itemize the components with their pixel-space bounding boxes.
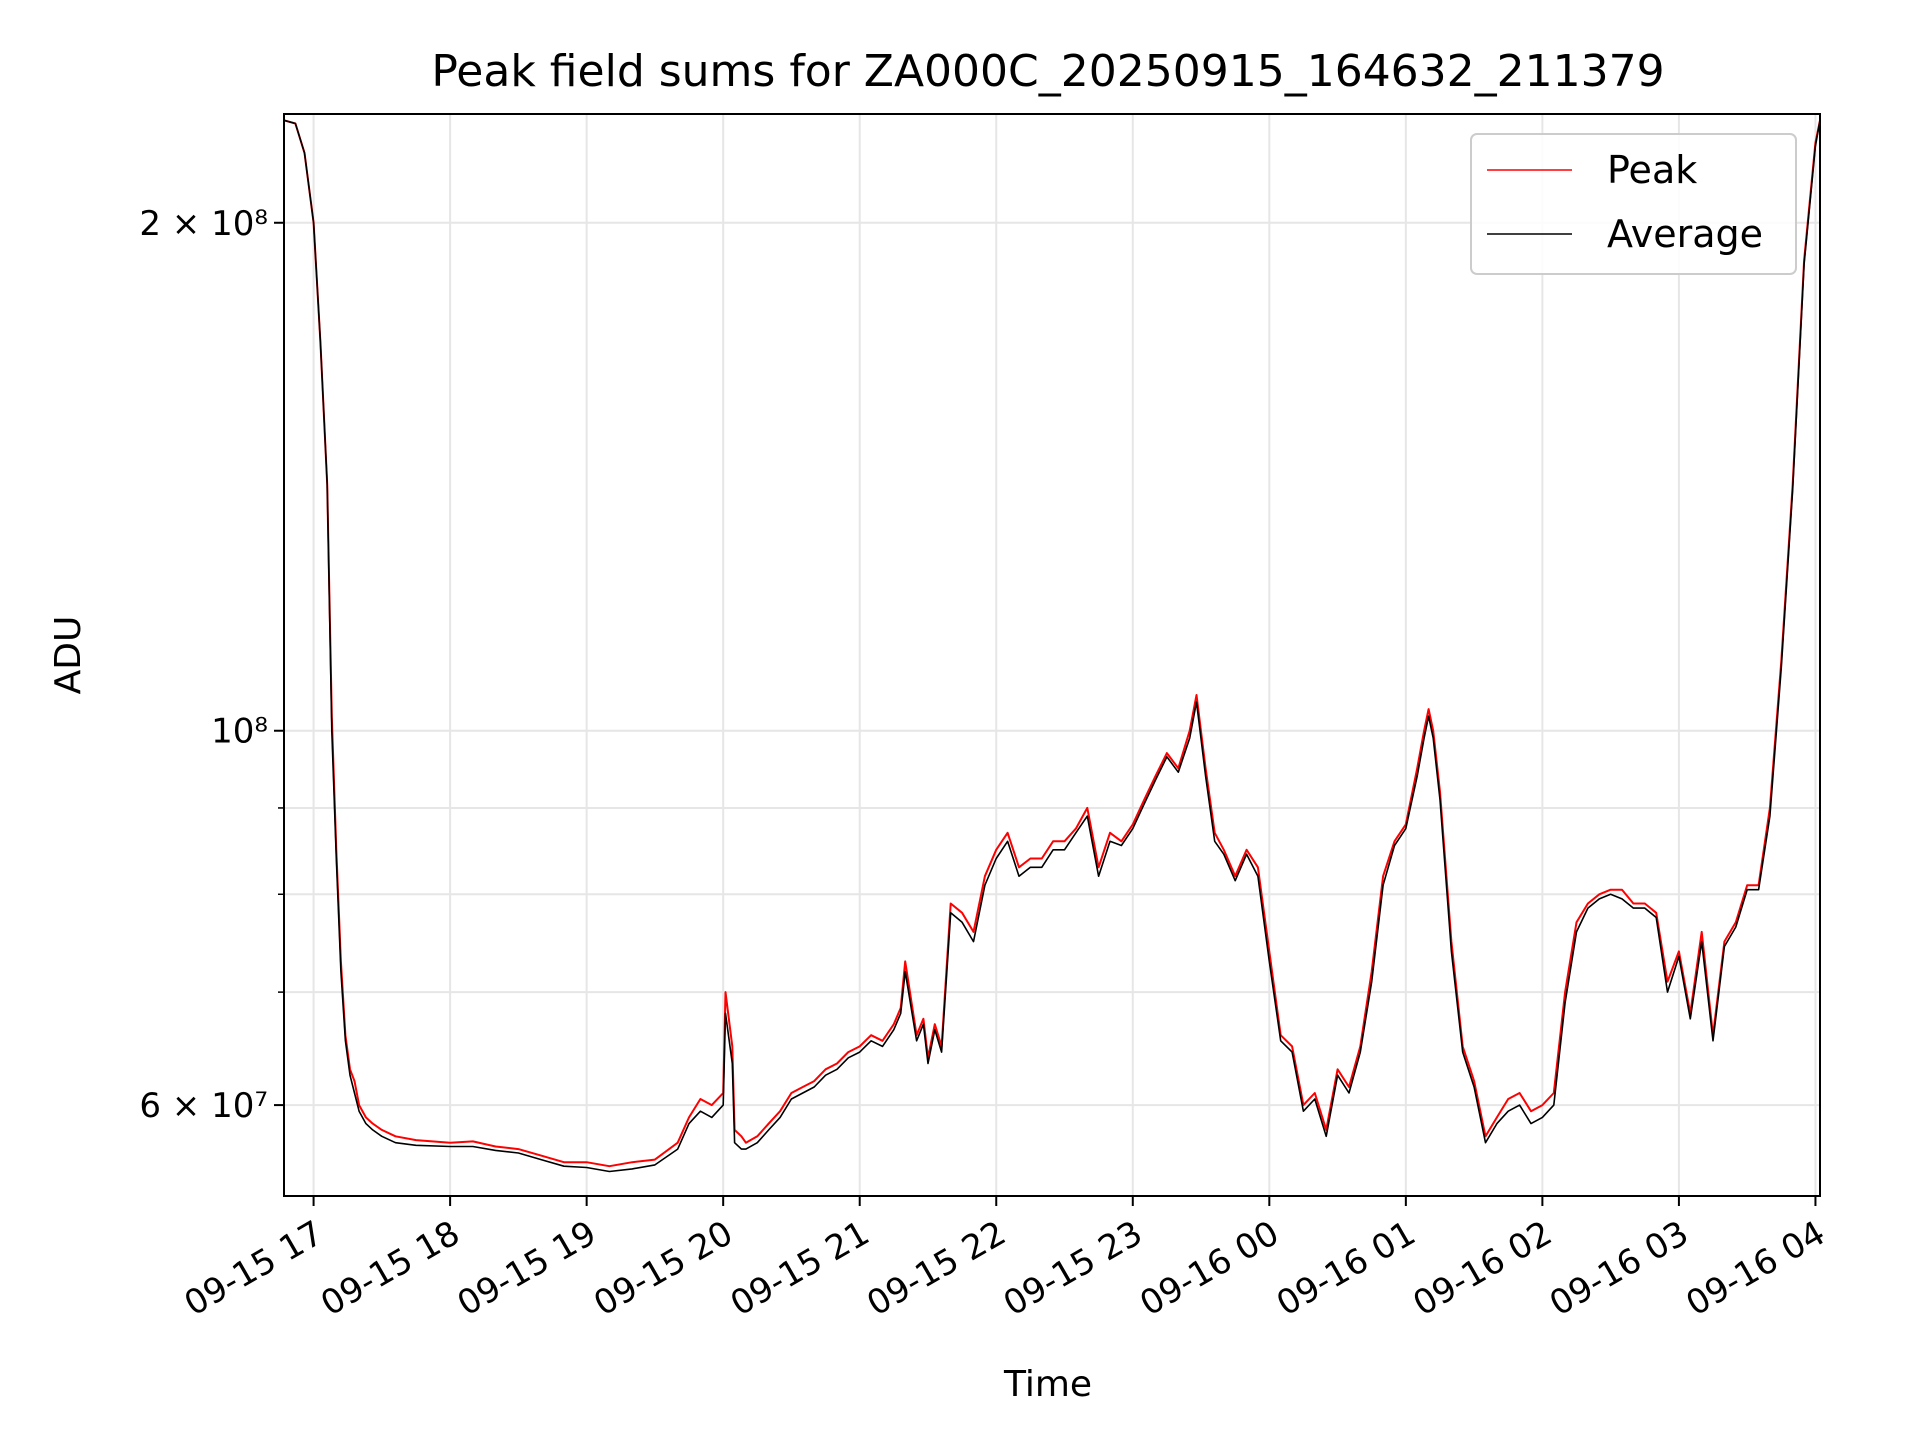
y-tick-label: 6 × 10⁷ [139,1086,268,1126]
x-axis-title: Time [1003,1364,1092,1405]
legend-label-peak: Peak [1607,148,1697,192]
legend-box [1470,133,1797,275]
plot-area [283,119,1821,1173]
y-tick-label: 2 × 10⁸ [139,204,268,244]
y-tick-label: 10⁸ [211,712,268,752]
y-axis: 2 × 10⁸ 10⁸ 6 × 10⁷ [139,204,284,1126]
legend-label-average: Average [1607,212,1763,256]
y-axis-title: ADU [48,616,89,695]
grid [284,114,1820,1196]
series-line-average [283,119,1821,1173]
plot-frame [283,113,1821,1197]
series-line-peak [283,119,1821,1168]
legend: Peak Average [1470,133,1797,275]
chart-title: Peak field sums for ZA000C_20250915_1646… [431,46,1664,97]
